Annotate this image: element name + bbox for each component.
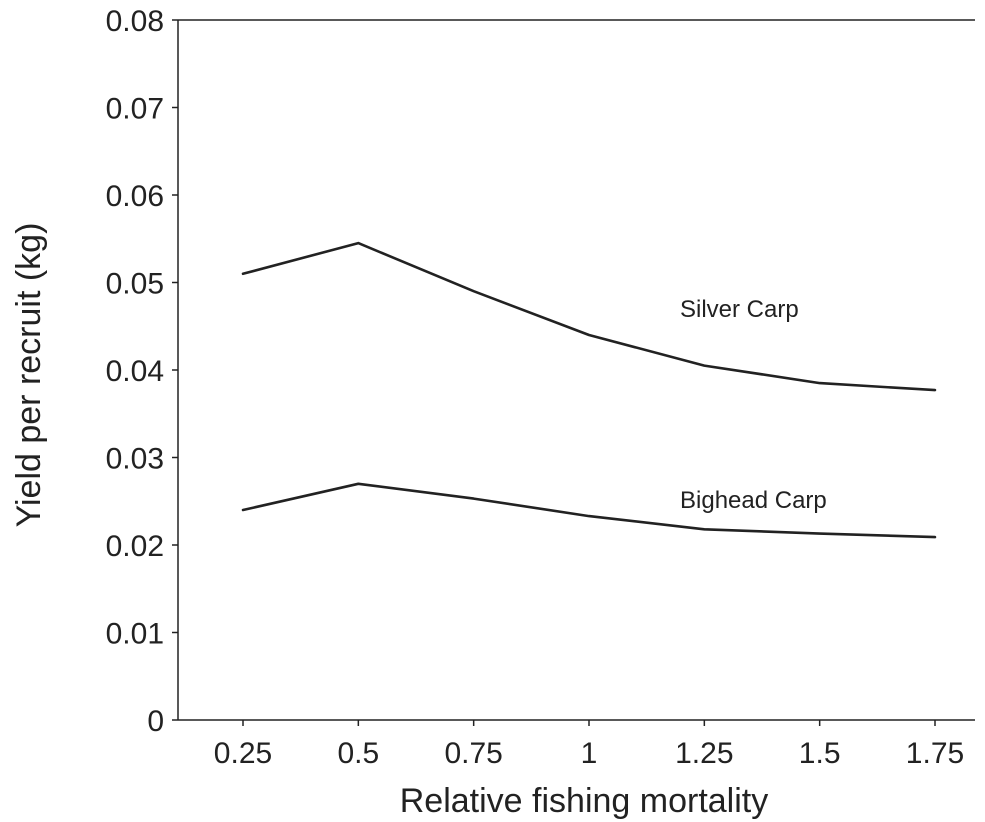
x-tick-label: 1.25 [675, 737, 733, 770]
x-axis-title: Relative fishing mortality [400, 782, 768, 820]
x-ticks: 0.25 0.5 0.75 1 1.25 1.5 1.75 [214, 720, 964, 770]
y-tick-label: 0.04 [106, 355, 164, 388]
series-label-silver-carp: Silver Carp [680, 296, 799, 323]
y-axis-title: Yield per recruit (kg) [10, 223, 48, 528]
series-label-bighead-carp: Bighead Carp [680, 487, 827, 514]
y-tick-label: 0.07 [106, 93, 164, 126]
y-tick-label: 0.02 [106, 530, 164, 563]
axes [177, 19, 975, 721]
y-tick-label: 0.08 [106, 5, 164, 38]
series [241, 241, 937, 539]
y-ticks: 0 0.01 0.02 0.03 0.04 0.05 0.06 0.07 0.08 [106, 5, 178, 738]
series-line-bighead-carp [241, 482, 937, 539]
x-tick-label: 0.5 [337, 737, 379, 770]
x-tick-label: 0.25 [214, 737, 272, 770]
y-tick-label: 0.05 [106, 268, 164, 301]
x-tick-label: 1 [581, 737, 598, 770]
y-tick-label: 0.03 [106, 443, 164, 476]
y-tick-label: 0.06 [106, 180, 164, 213]
y-tick-label: 0.01 [106, 618, 164, 651]
y-tick-label: 0 [147, 705, 164, 738]
x-tick-label: 1.75 [906, 737, 964, 770]
x-tick-label: 1.5 [799, 737, 841, 770]
series-line-silver-carp [241, 241, 937, 392]
x-tick-label: 0.75 [444, 737, 502, 770]
